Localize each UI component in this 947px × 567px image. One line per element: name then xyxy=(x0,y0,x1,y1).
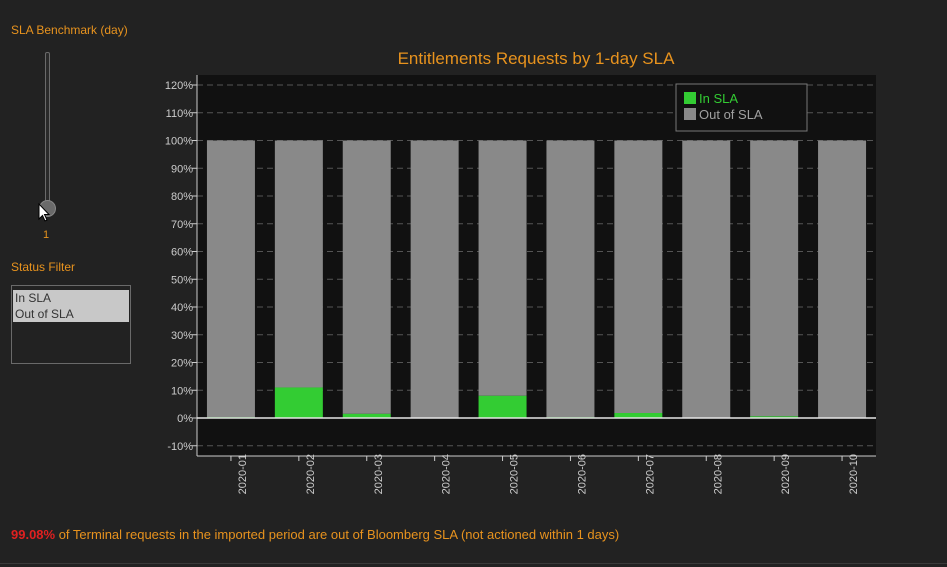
bottom-divider xyxy=(0,563,947,564)
y-tick-label: 50% xyxy=(171,274,193,286)
x-tick-label: 2020-01 xyxy=(237,454,249,494)
x-tick-label: 2020-03 xyxy=(373,454,385,494)
x-tick-label: 2020-02 xyxy=(305,454,317,494)
legend-label-out-of-sla: Out of SLA xyxy=(699,107,763,122)
bar-out-of-sla xyxy=(818,140,867,418)
bar-out-of-sla xyxy=(478,140,527,396)
legend-swatch-out-of-sla xyxy=(684,108,696,120)
y-tick-label: 90% xyxy=(171,163,193,175)
bar-out-of-sla xyxy=(546,140,595,418)
bar-in-sla xyxy=(478,395,527,418)
summary-footer: 99.08% of Terminal requests in the impor… xyxy=(11,527,619,542)
out-of-sla-percent: 99.08% xyxy=(11,527,56,542)
bar-in-sla xyxy=(274,387,323,418)
sla-benchmark-label: SLA Benchmark (day) xyxy=(11,23,128,37)
chart-legend: In SLA Out of SLA xyxy=(675,83,808,132)
bar-out-of-sla xyxy=(410,140,459,418)
status-filter-list[interactable]: In SLA Out of SLA xyxy=(11,285,131,364)
y-tick-label: 0% xyxy=(177,413,193,425)
y-tick-label: 120% xyxy=(165,80,193,92)
y-tick-label: 20% xyxy=(171,358,193,370)
x-tick-label: 2020-07 xyxy=(644,454,656,494)
y-tick-label: 60% xyxy=(171,247,193,259)
sla-chart: Entitlements Requests by 1-day SLA -10% 0… xyxy=(165,49,876,494)
bar-out-of-sla xyxy=(682,140,731,418)
status-option-out-of-sla[interactable]: Out of SLA xyxy=(13,306,129,322)
y-tick-label: -10% xyxy=(167,441,193,453)
status-filter-label: Status Filter xyxy=(11,260,76,274)
y-tick-label: 40% xyxy=(171,302,193,314)
x-tick-label: 2020-06 xyxy=(576,454,588,494)
y-tick-label: 80% xyxy=(171,191,193,203)
x-tick-label: 2020-10 xyxy=(848,454,860,494)
x-tick-label: 2020-08 xyxy=(712,454,724,494)
slider-value: 1 xyxy=(43,229,50,241)
bar-in-sla xyxy=(614,413,663,418)
legend-box xyxy=(675,83,808,132)
x-tick-label: 2020-05 xyxy=(509,454,521,494)
bar-out-of-sla xyxy=(342,140,391,414)
x-tick-label: 2020-09 xyxy=(780,454,792,494)
bar-out-of-sla xyxy=(614,140,663,414)
summary-text: of Terminal requests in the imported per… xyxy=(55,527,620,542)
y-tick-label: 110% xyxy=(166,108,194,120)
y-tick-label: 10% xyxy=(171,385,193,397)
bar-out-of-sla xyxy=(750,140,799,417)
bar-in-sla xyxy=(750,416,799,418)
legend-swatch-in-sla xyxy=(684,92,696,104)
bar-in-sla xyxy=(342,413,391,418)
x-tick-label: 2020-04 xyxy=(441,454,453,494)
y-tick-label: 70% xyxy=(171,219,193,231)
legend-label-in-sla: In SLA xyxy=(699,91,738,106)
bars xyxy=(206,140,867,418)
y-tick-label: 100% xyxy=(165,136,193,148)
bar-out-of-sla xyxy=(274,140,323,388)
mouse-cursor-icon xyxy=(38,203,51,222)
axes: -10% 0% 10% 20% 30% 40% 50% 60% 70% 80% 90% 100% 110… xyxy=(165,75,876,494)
y-tick-label: 30% xyxy=(171,330,193,342)
status-option-in-sla[interactable]: In SLA xyxy=(13,290,129,306)
bar-out-of-sla xyxy=(206,140,255,418)
chart-title: Entitlements Requests by 1-day SLA xyxy=(398,49,676,68)
